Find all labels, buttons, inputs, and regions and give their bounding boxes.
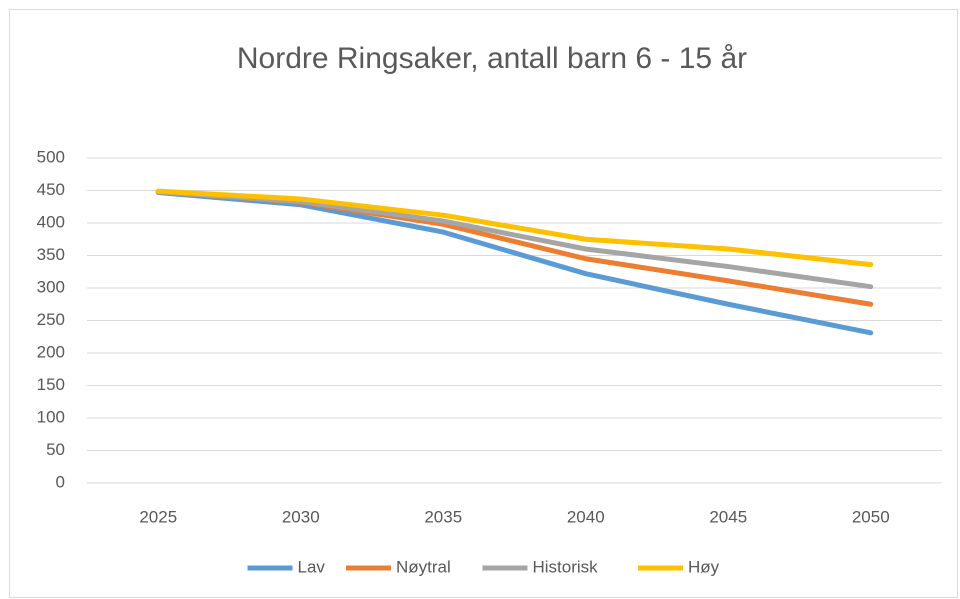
y-tick-label: 350 xyxy=(37,245,65,264)
x-tick-label: 2030 xyxy=(282,507,320,526)
chart-title: Nordre Ringsaker, antall barn 6 - 15 år xyxy=(237,42,747,75)
x-tick-label: 2035 xyxy=(424,507,462,526)
y-tick-label: 150 xyxy=(37,375,65,394)
legend-label: Høy xyxy=(688,557,720,576)
x-tick-label: 2045 xyxy=(709,507,747,526)
legend-label: Historisk xyxy=(533,557,599,576)
y-tick-label: 100 xyxy=(37,407,65,426)
y-tick-label: 500 xyxy=(37,147,65,166)
y-tick-label: 400 xyxy=(37,212,65,231)
legend-label: Nøytral xyxy=(396,557,451,576)
legend-label: Lav xyxy=(298,557,326,576)
y-tick-label: 450 xyxy=(37,180,65,199)
x-tick-label: 2040 xyxy=(567,507,605,526)
y-tick-label: 0 xyxy=(56,472,65,491)
y-tick-label: 200 xyxy=(37,342,65,361)
y-tick-label: 250 xyxy=(37,310,65,329)
y-tick-label: 300 xyxy=(37,277,65,296)
y-tick-label: 50 xyxy=(46,440,65,459)
x-tick-label: 2050 xyxy=(852,507,890,526)
series-line xyxy=(155,188,874,268)
x-tick-label: 2025 xyxy=(139,507,177,526)
chart-border xyxy=(9,9,958,598)
